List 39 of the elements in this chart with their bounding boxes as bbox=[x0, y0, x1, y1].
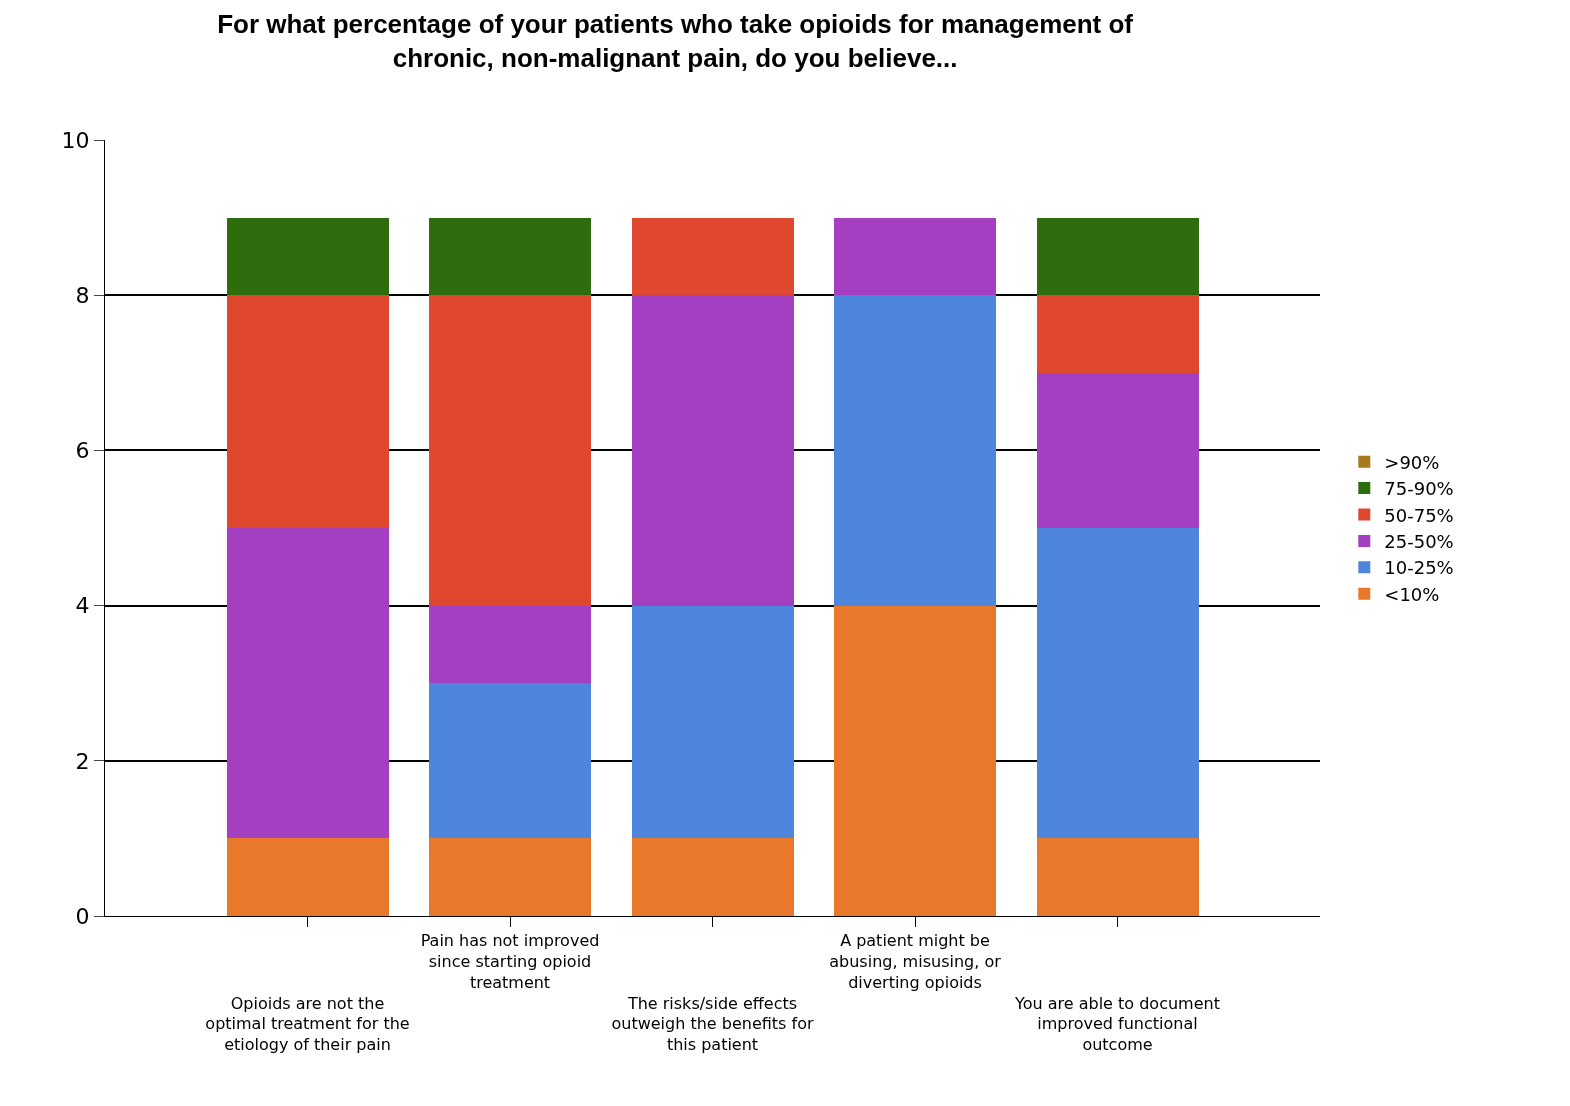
y-tick-label: 10 bbox=[61, 127, 90, 153]
bar bbox=[834, 605, 996, 916]
bar bbox=[834, 295, 996, 606]
bar bbox=[226, 295, 389, 528]
bar bbox=[429, 605, 591, 684]
y-tick-label: 8 bbox=[75, 282, 90, 308]
bar bbox=[429, 217, 591, 296]
legend-label: <10% bbox=[1384, 583, 1440, 605]
legend-label: >90% bbox=[1384, 451, 1440, 473]
legend-label: 50-75% bbox=[1384, 504, 1454, 526]
bar bbox=[1036, 838, 1199, 916]
bar bbox=[631, 295, 794, 606]
bar bbox=[226, 838, 389, 916]
x-tick-label: Opioids are not the optimal treatment for the etiology of their pain bbox=[205, 993, 410, 1055]
bar bbox=[631, 838, 794, 916]
bar bbox=[1036, 372, 1199, 528]
bar bbox=[1036, 528, 1199, 839]
legend-label: 10-25% bbox=[1384, 557, 1454, 579]
bar bbox=[631, 217, 794, 296]
y-tick-label: 0 bbox=[75, 903, 90, 929]
bar bbox=[429, 295, 591, 606]
y-tick-label: 4 bbox=[75, 593, 90, 619]
x-tick-label: The risks/side effects outweigh the benefits for this patient bbox=[611, 993, 814, 1055]
x-tick-label: A patient might be abusing, misusing, or diverting opioids bbox=[829, 931, 1002, 992]
bar bbox=[226, 217, 389, 296]
x-tick-label: Pain has not improved since starting opioid treatment bbox=[420, 931, 600, 992]
y-tick-label: 6 bbox=[75, 438, 90, 464]
bar bbox=[226, 528, 389, 839]
bar bbox=[834, 217, 996, 296]
bar bbox=[429, 838, 591, 916]
legend-label: 75-90% bbox=[1384, 478, 1454, 500]
x-tick-label: You are able to document improved functional outcome bbox=[1014, 993, 1220, 1055]
bar bbox=[1036, 295, 1199, 373]
bar bbox=[1036, 217, 1199, 296]
bar bbox=[429, 683, 591, 839]
chart-title: For what percentage of your patients who take opioids for management of chronic, non-malignant pain, do you believe... bbox=[217, 9, 1134, 73]
y-tick-label: 2 bbox=[75, 748, 90, 774]
legend-label: 25-50% bbox=[1384, 530, 1454, 552]
bar bbox=[631, 605, 794, 839]
